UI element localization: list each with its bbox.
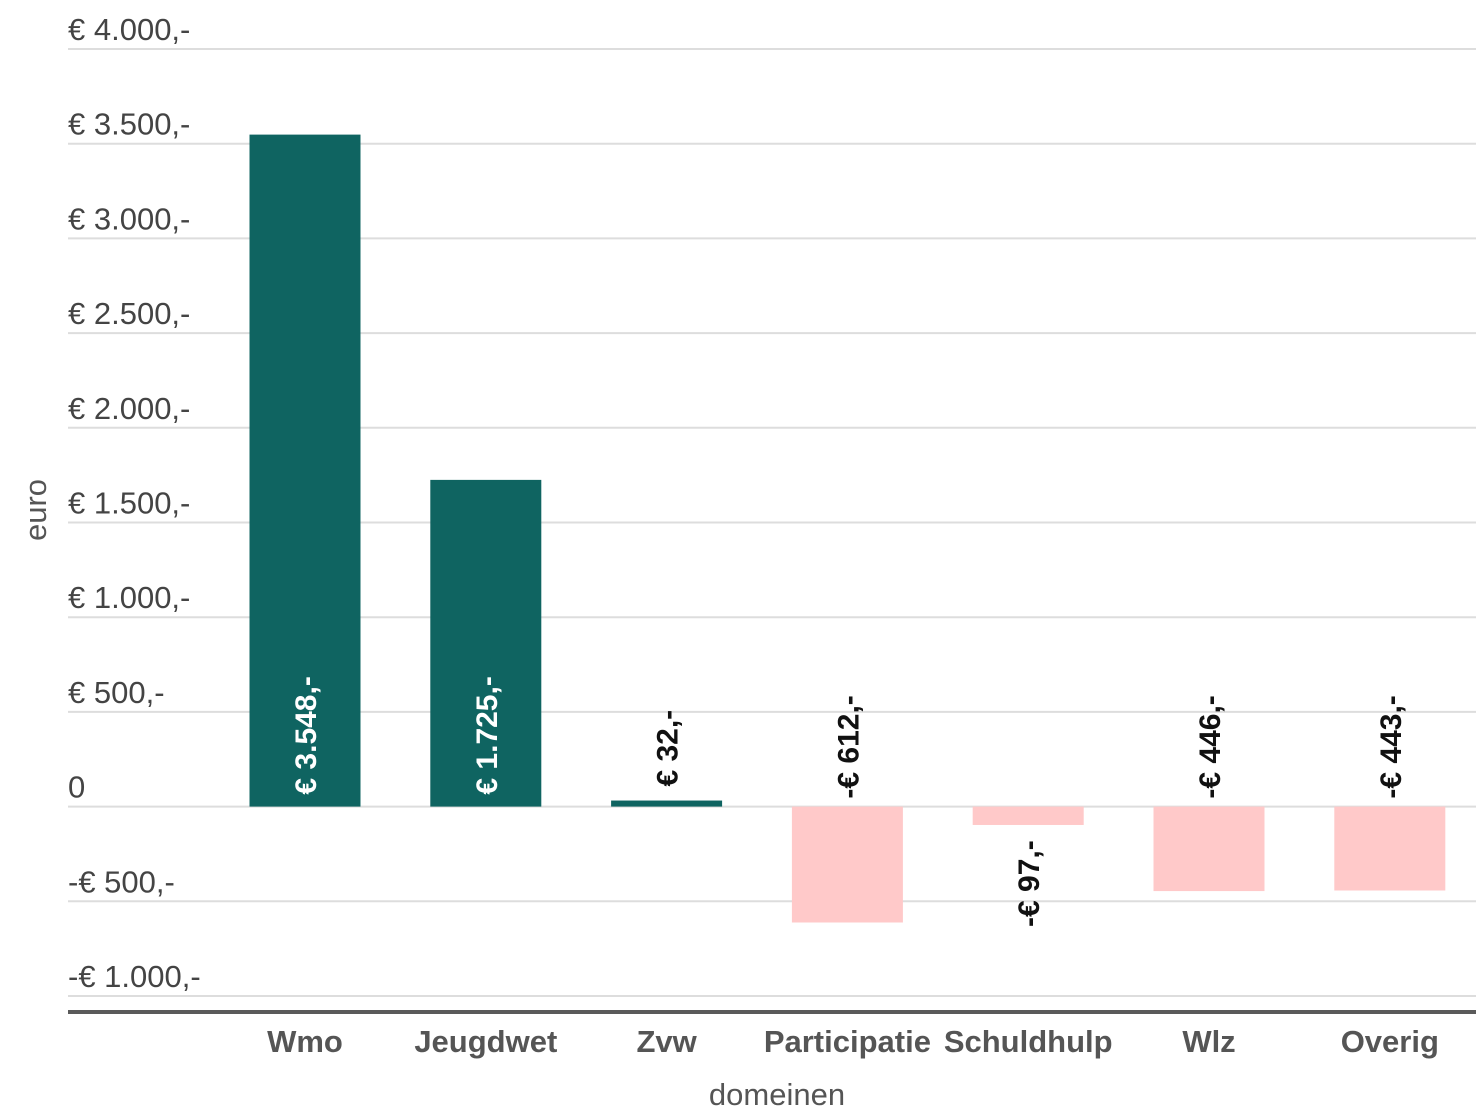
y-axis-ticks: € 4.000,- € 3.500,- € 3.000,- € 2.500,- € 2.… <box>68 12 201 994</box>
x-axis-ticks: Wmo Jeugdwet Zvw Participatie Schuldhulp Wlz O… <box>267 1024 1439 1059</box>
data-label-participatie: -€ 612,- <box>832 695 865 798</box>
y-tick-label: € 3.500,- <box>68 107 190 142</box>
y-tick-label: € 1.500,- <box>68 486 190 521</box>
y-tick-label: -€ 1.000,- <box>68 959 201 994</box>
bar-schuldhulp <box>972 806 1084 825</box>
y-axis-title: euro <box>18 479 53 541</box>
bar-zvw <box>611 800 723 807</box>
data-label-zvw: € 32,- <box>652 710 685 787</box>
data-label-overig: -€ 443,- <box>1375 695 1408 798</box>
data-label-jeugdwet: € 1.725,- <box>471 676 504 794</box>
data-label-schuldhulp: -€ 97,- <box>1013 840 1046 927</box>
x-tick-label-participatie: Participatie <box>764 1024 931 1059</box>
bar-participatie <box>791 806 903 923</box>
y-tick-label: € 2.000,- <box>68 391 190 426</box>
bar-overig <box>1334 806 1446 891</box>
y-tick-label: 0 <box>68 770 85 805</box>
y-tick-label: € 2.500,- <box>68 296 190 331</box>
bar-wlz <box>1153 806 1265 892</box>
x-tick-label-wlz: Wlz <box>1182 1024 1235 1059</box>
x-tick-label-zvw: Zvw <box>636 1024 697 1059</box>
x-tick-label-wmo: Wmo <box>267 1024 343 1059</box>
x-tick-label-schuldhulp: Schuldhulp <box>944 1024 1113 1059</box>
y-tick-label: -€ 500,- <box>68 864 175 899</box>
x-axis-title: domeinen <box>709 1077 845 1110</box>
x-tick-label-jeugdwet: Jeugdwet <box>414 1024 557 1059</box>
data-label-wlz: -€ 446,- <box>1194 695 1227 798</box>
y-tick-label: € 1.000,- <box>68 580 190 615</box>
bars <box>249 134 1446 923</box>
data-label-wmo: € 3.548,- <box>290 676 323 794</box>
bar-jeugdwet <box>430 479 542 807</box>
y-tick-label: € 500,- <box>68 675 165 710</box>
x-tick-label-overig: Overig <box>1341 1024 1439 1059</box>
y-tick-label: € 4.000,- <box>68 12 190 47</box>
data-labels: € 3.548,- € 1.725,- € 32,- -€ 612,- -€ 97,- -… <box>290 676 1408 927</box>
bar-wmo <box>249 134 361 807</box>
y-tick-label: € 3.000,- <box>68 201 190 236</box>
